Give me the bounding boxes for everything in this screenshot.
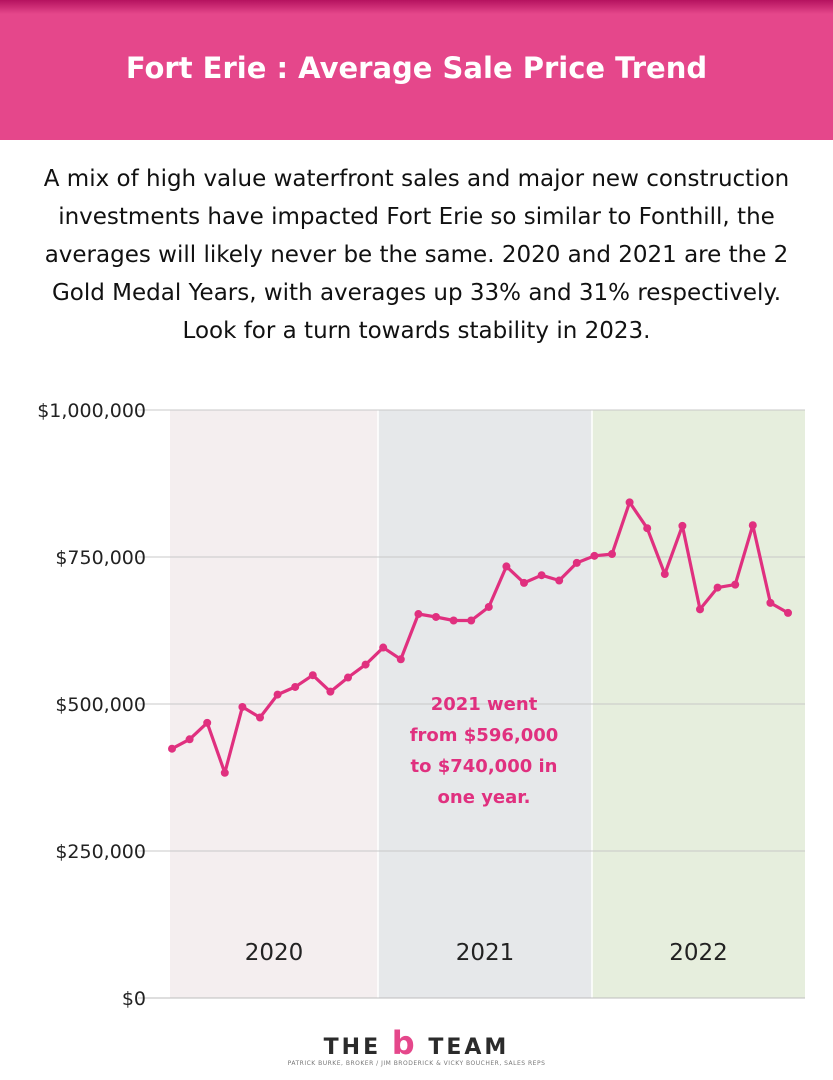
data-point-2020-07 xyxy=(273,690,282,699)
data-point-2021-01 xyxy=(379,643,388,652)
data-point-2021-10 xyxy=(537,571,546,580)
data-point-2021-08 xyxy=(502,562,511,571)
data-point-2020-12 xyxy=(361,660,370,669)
data-point-2021-12 xyxy=(572,558,581,567)
team-logo: THE b TEAM PATRICK BURKE, BROKER / JIM B… xyxy=(0,1024,833,1067)
intro-paragraph: A mix of high value waterfront sales and… xyxy=(43,166,790,344)
annotation-line: 2021 went xyxy=(431,694,538,715)
data-point-2022-11 xyxy=(766,598,775,607)
data-point-2020-01 xyxy=(168,744,176,753)
data-point-2020-02 xyxy=(185,735,194,744)
data-point-2022-06 xyxy=(678,521,687,530)
data-point-2021-11 xyxy=(555,576,564,585)
data-point-2020-06 xyxy=(256,713,264,722)
data-point-2021-02 xyxy=(396,655,405,664)
annotation-line: one year. xyxy=(438,787,531,808)
year-label-2020: 2020 xyxy=(245,940,304,966)
y-tick-label: $500,000 xyxy=(55,694,146,716)
data-point-2021-09 xyxy=(520,578,528,587)
data-point-2020-10 xyxy=(326,687,335,696)
data-point-2020-04 xyxy=(220,768,229,777)
logo-brand: THE xyxy=(323,1035,382,1060)
annotation-line: from $596,000 xyxy=(410,725,559,746)
data-point-2020-09 xyxy=(308,671,317,680)
data-point-2020-03 xyxy=(203,718,212,727)
data-point-2022-01 xyxy=(590,551,599,560)
data-point-2022-07 xyxy=(696,605,704,614)
annotation-line: to $740,000 in xyxy=(411,756,558,777)
logo-subtitle: PATRICK BURKE, BROKER / JIM BRODERICK & … xyxy=(287,1060,546,1067)
logo-b: b xyxy=(391,1024,418,1062)
header-banner: Fort Erie : Average Sale Price Trend xyxy=(0,0,833,140)
data-point-2021-07 xyxy=(484,602,493,611)
data-point-2022-03 xyxy=(625,498,634,507)
y-tick-label: $1,000,000 xyxy=(37,400,146,422)
data-point-2021-04 xyxy=(432,612,440,621)
y-tick-label: $750,000 xyxy=(55,547,146,569)
data-point-2022-09 xyxy=(731,580,740,589)
data-point-2022-12 xyxy=(784,608,792,617)
data-point-2020-08 xyxy=(291,682,300,691)
data-point-2021-06 xyxy=(467,616,476,625)
data-point-2022-10 xyxy=(748,521,757,530)
data-point-2022-05 xyxy=(660,570,669,579)
y-tick-label: $0 xyxy=(122,988,146,1010)
series-line xyxy=(170,500,790,775)
logo-team: TEAM xyxy=(428,1035,510,1060)
y-tick-label: $250,000 xyxy=(55,841,146,863)
data-point-2022-08 xyxy=(713,583,722,592)
data-point-2022-02 xyxy=(608,550,616,559)
page-title: Fort Erie : Average Sale Price Trend xyxy=(125,51,708,85)
data-point-2020-11 xyxy=(344,673,352,682)
data-point-2021-05 xyxy=(449,616,458,625)
year-label-2022: 2022 xyxy=(669,940,728,966)
data-point-2022-04 xyxy=(643,524,652,533)
year-label-2021: 2021 xyxy=(456,940,515,966)
data-point-2021-03 xyxy=(414,610,423,619)
data-point-2020-05 xyxy=(238,702,247,711)
